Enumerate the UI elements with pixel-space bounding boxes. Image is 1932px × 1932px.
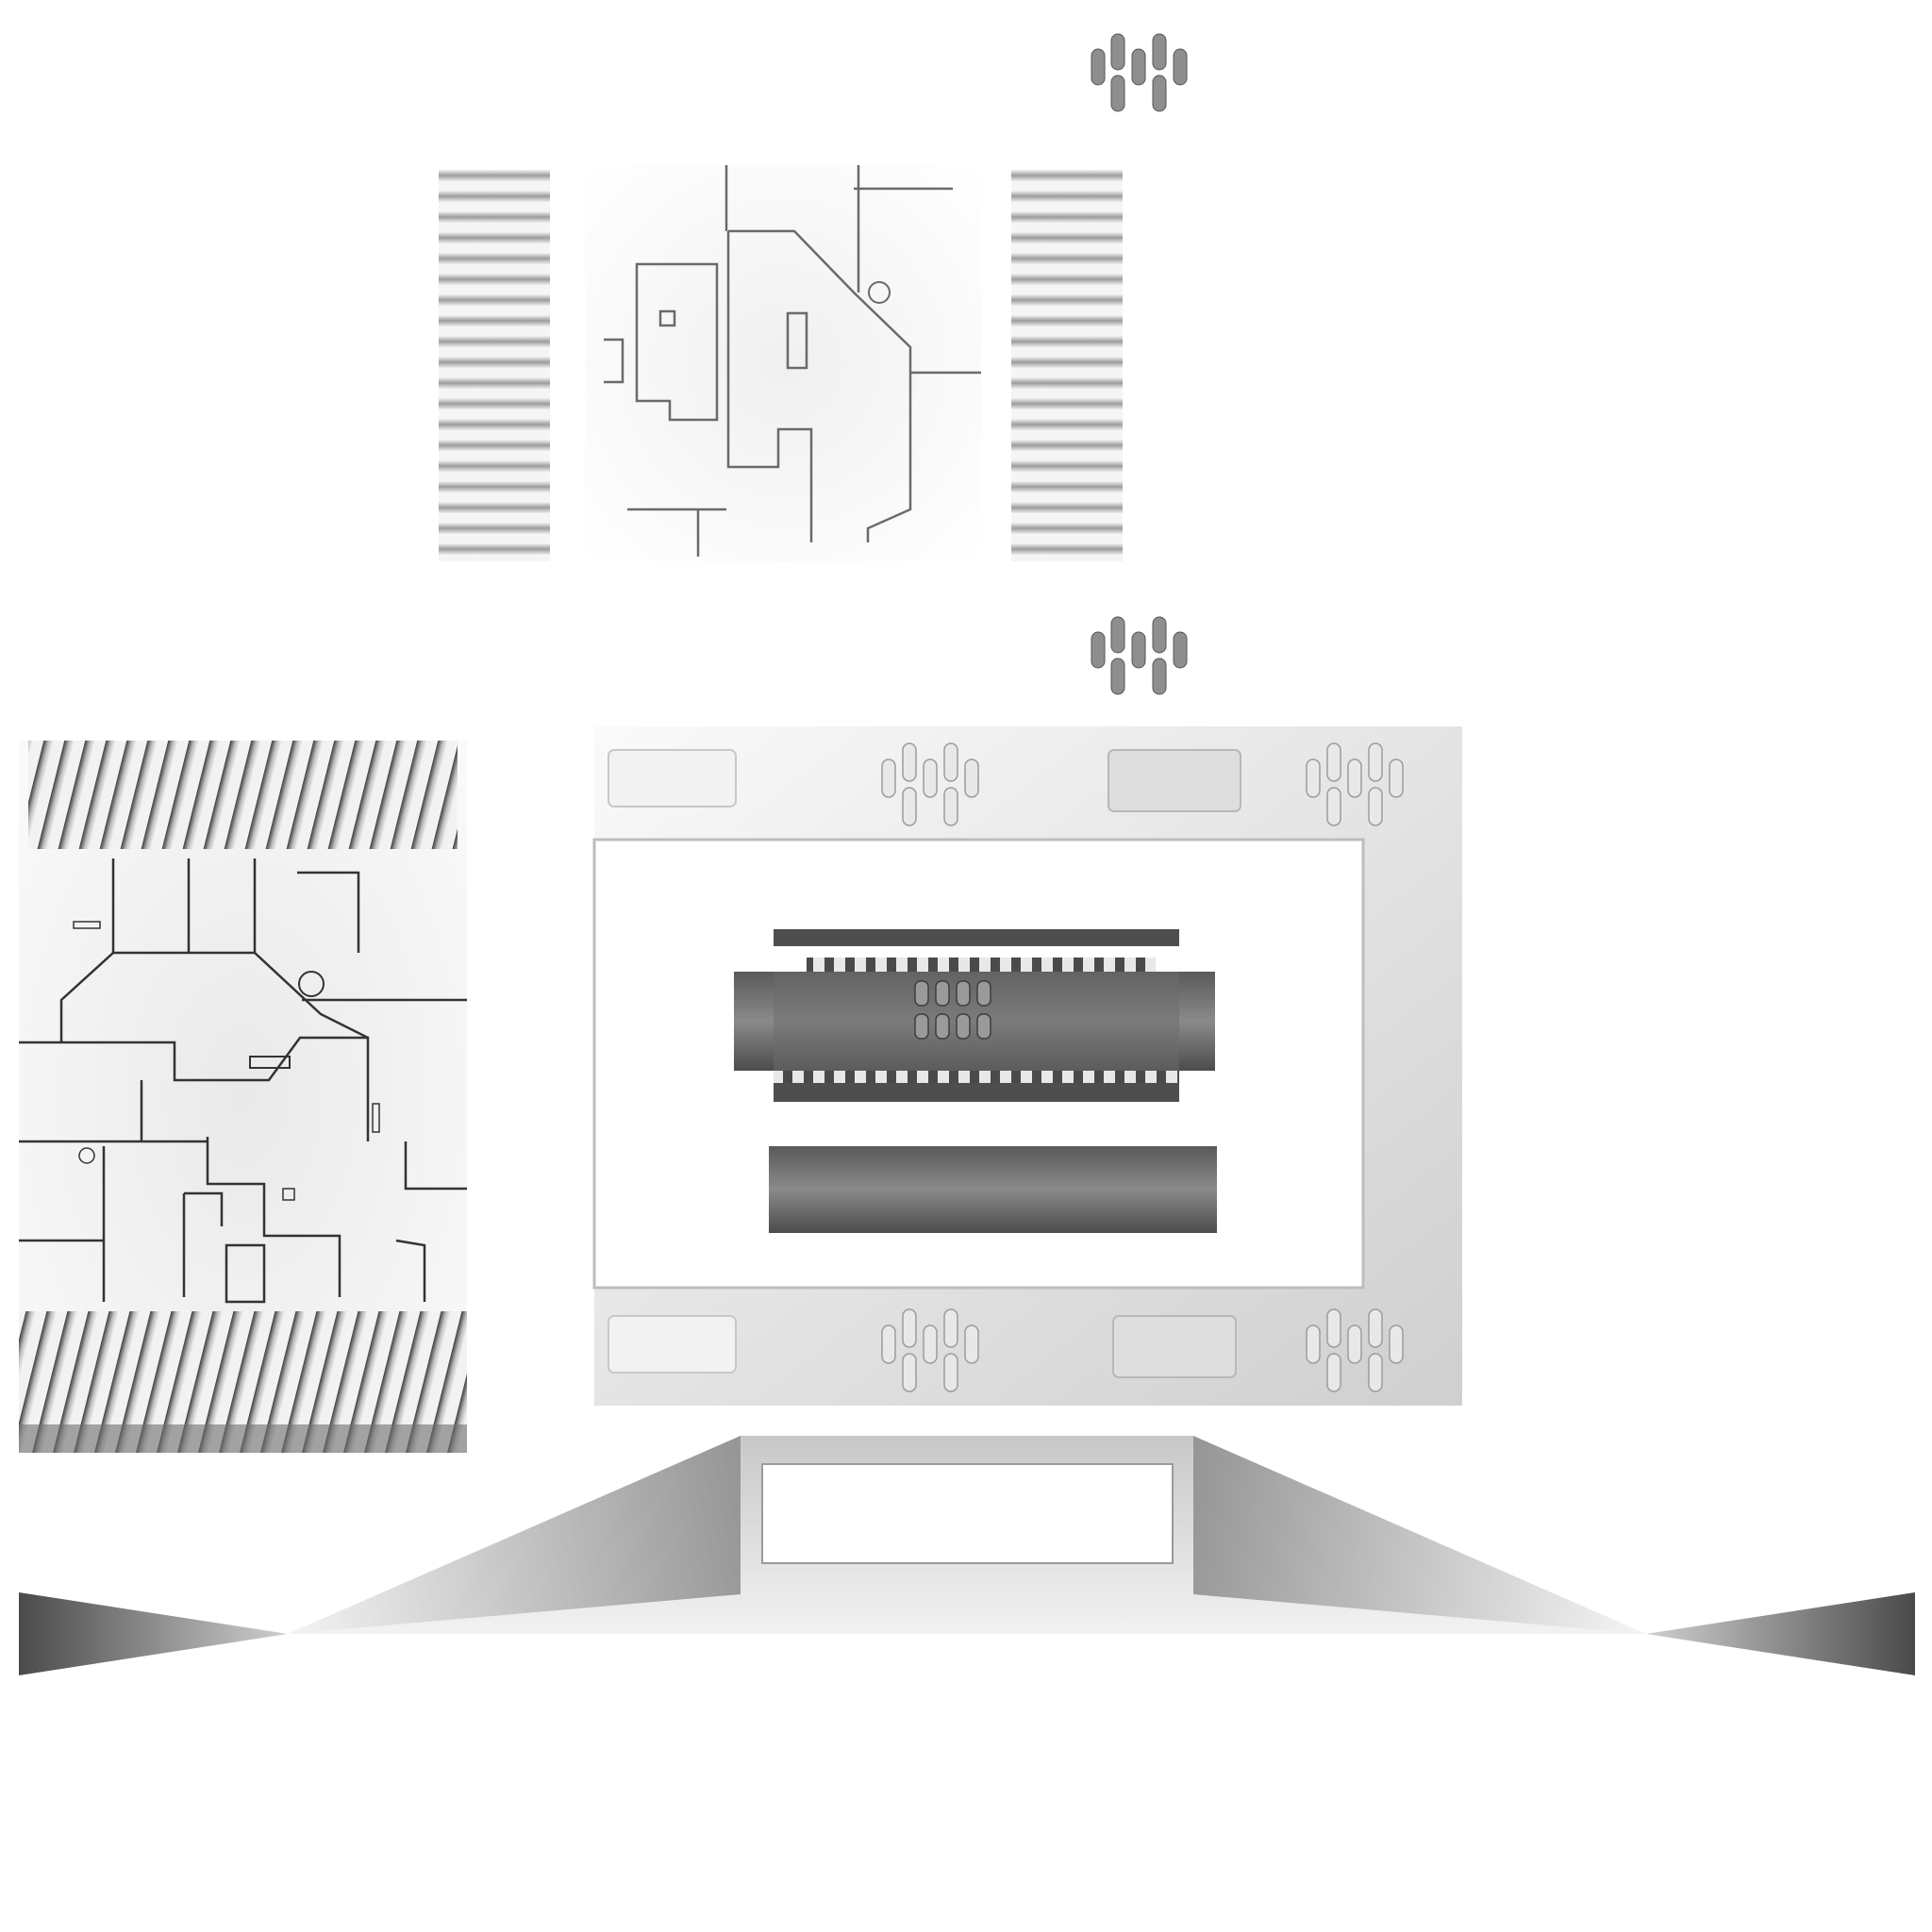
stripe-panel-right	[1011, 170, 1123, 561]
stripe-panel-left	[439, 170, 550, 561]
vent-cluster-mid	[1091, 616, 1188, 695]
vent-cluster-top	[1091, 33, 1188, 112]
machine-frame	[592, 726, 1462, 1406]
trapezoid-strip	[19, 1436, 1915, 1675]
floor-panel-upper	[585, 165, 981, 561]
module-vent-row-bottom	[608, 1308, 1404, 1392]
machine-core	[734, 929, 1217, 1233]
module-vent-row-top	[608, 742, 1404, 826]
floor-panel-large	[19, 741, 467, 1453]
